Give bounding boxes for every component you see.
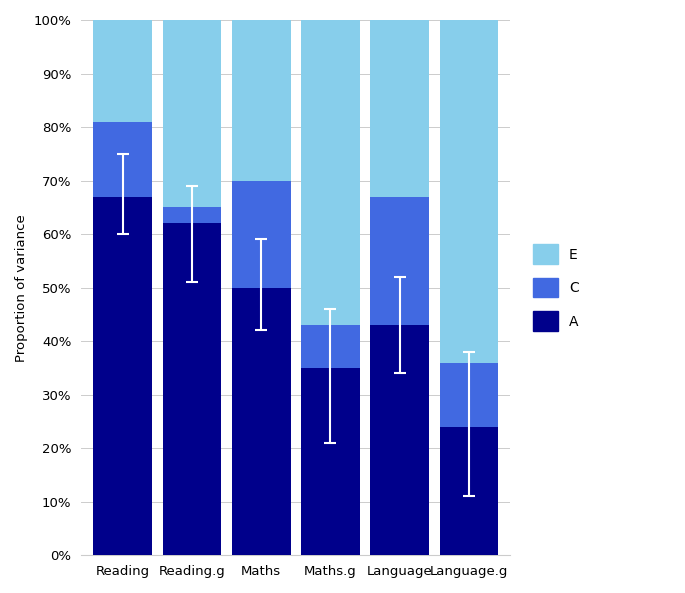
Bar — [440, 362, 499, 427]
Bar — [232, 181, 290, 288]
Bar — [440, 427, 499, 555]
Bar — [371, 325, 429, 555]
Bar — [93, 20, 152, 122]
Bar — [162, 224, 221, 555]
Bar — [162, 20, 221, 208]
Bar — [93, 122, 152, 197]
Bar — [232, 20, 290, 181]
Bar — [162, 208, 221, 224]
Bar — [301, 20, 360, 325]
Legend: E, C, A: E, C, A — [526, 237, 586, 338]
Bar — [93, 197, 152, 555]
Bar — [301, 368, 360, 555]
Bar — [371, 20, 429, 197]
Bar — [371, 197, 429, 325]
Y-axis label: Proportion of variance: Proportion of variance — [15, 213, 28, 362]
Bar — [301, 325, 360, 368]
Bar — [440, 20, 499, 362]
Bar — [232, 288, 290, 555]
